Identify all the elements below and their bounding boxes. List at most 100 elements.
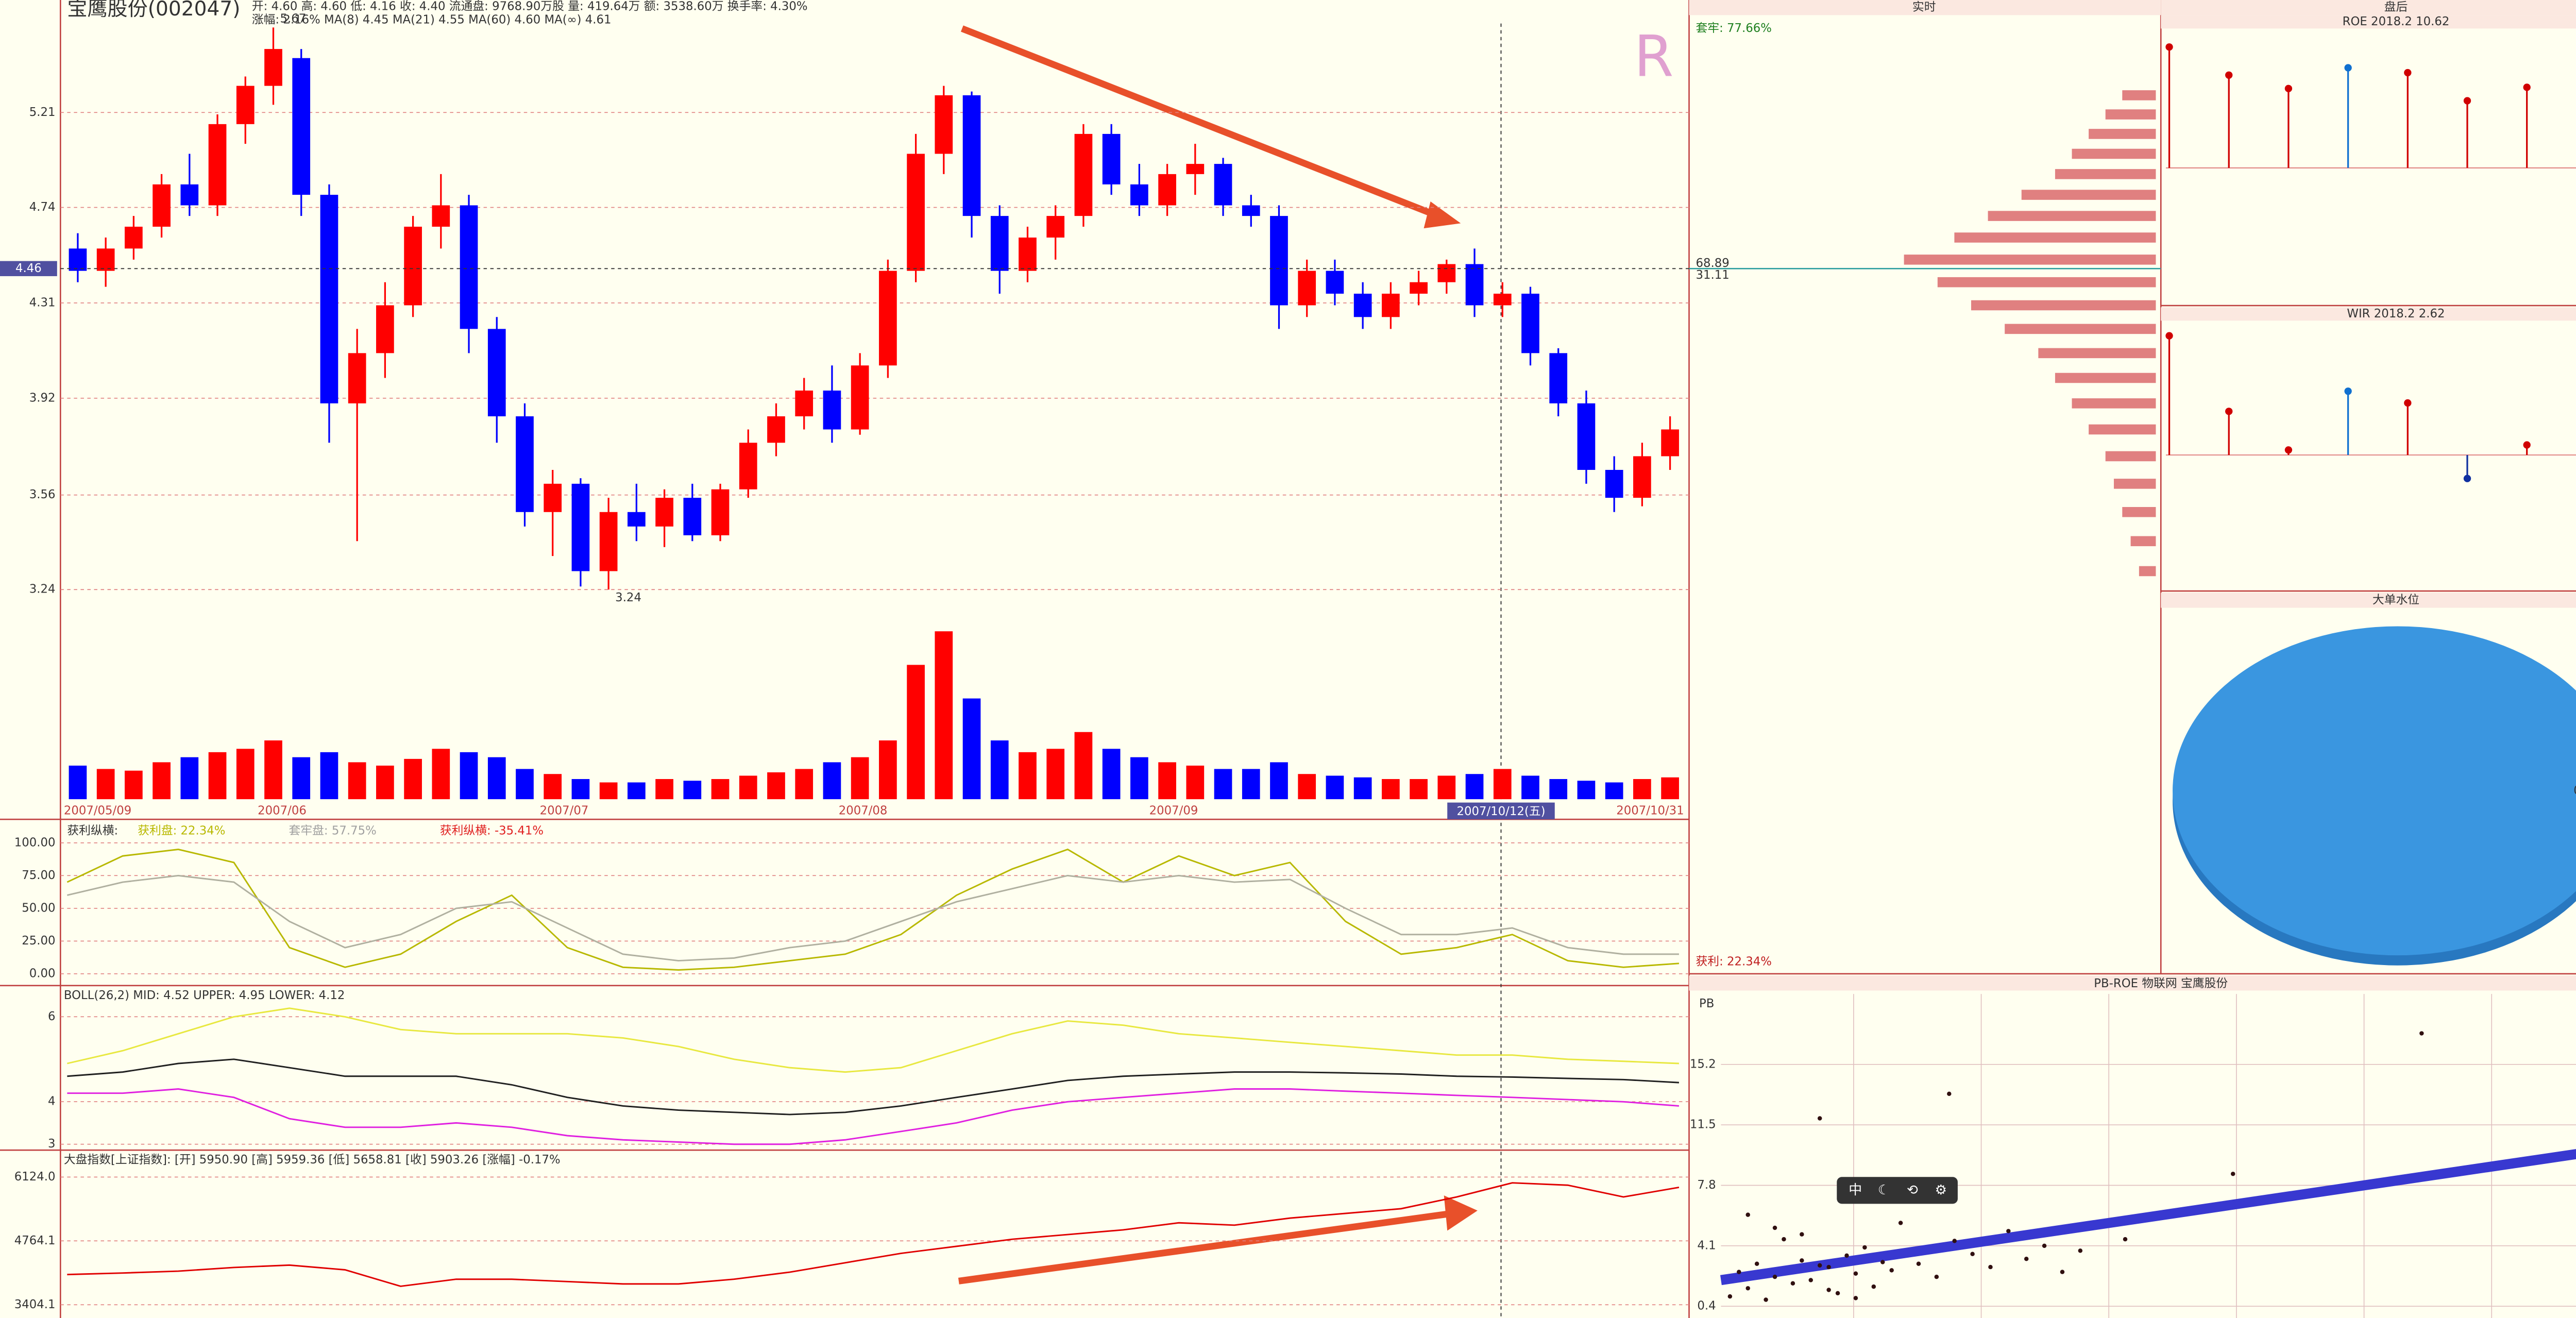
dot — [2225, 408, 2233, 415]
candle-body — [628, 512, 646, 527]
volume-bar — [348, 762, 366, 800]
scatter-point — [1782, 1237, 1786, 1242]
scatter-point — [1745, 1286, 1750, 1291]
dot — [2225, 71, 2233, 79]
chip-bar — [1937, 277, 2156, 288]
toolbar-button[interactable]: ⚙ — [1935, 1182, 1947, 1198]
dot — [2284, 446, 2293, 454]
chip-mark: 68.89 — [1696, 257, 1730, 270]
panel-title: BOLL(26,2) MID: 4.52 UPPER: 4.95 LOWER: … — [64, 989, 345, 1002]
volume-bar — [1353, 777, 1372, 800]
y-tick-label: 5.21 — [29, 106, 56, 119]
series-line — [67, 1007, 1679, 1073]
tab-label[interactable]: 实时 — [1912, 1, 1936, 14]
dot — [2344, 387, 2352, 395]
x-tick-label: 2007/05/09 — [64, 804, 131, 817]
candle-body — [935, 95, 953, 154]
scatter-point — [1754, 1261, 1759, 1266]
y-tick-label: 6 — [48, 1010, 56, 1023]
y-tick-label: 25.00 — [22, 934, 55, 948]
axis-label: PB — [1699, 997, 1714, 1010]
candle-body — [739, 443, 757, 489]
candle-body — [125, 226, 143, 249]
volume-bar — [1158, 762, 1176, 800]
x-tick-label: 2007/06 — [258, 804, 307, 817]
candle-body — [655, 498, 673, 527]
volume-bar — [1521, 775, 1539, 800]
chips-top: 套牢: 77.66% — [1696, 22, 1772, 35]
low-label: 3.24 — [615, 591, 641, 604]
chip-bar — [2055, 169, 2156, 179]
chip-bar — [2122, 90, 2156, 100]
candle-body — [1158, 174, 1176, 206]
scatter-point — [2230, 1172, 2235, 1176]
y-tick-label: 4764.1 — [14, 1234, 56, 1247]
scatter-point — [1790, 1281, 1795, 1286]
candle-body — [907, 154, 925, 271]
candle-body — [879, 271, 897, 366]
scatter-point — [1880, 1260, 1885, 1264]
arrow-head — [1423, 201, 1461, 229]
toolbar[interactable] — [1837, 1177, 1958, 1204]
scatter-point — [2078, 1248, 2083, 1253]
toolbar-button[interactable]: 中 — [1849, 1182, 1862, 1198]
candle-body — [1214, 164, 1232, 206]
dot — [2284, 85, 2293, 92]
volume-bar — [628, 782, 646, 800]
candle-body — [236, 86, 255, 124]
candle-body — [348, 353, 366, 403]
volume-bar — [1437, 775, 1456, 800]
candle-body — [1074, 133, 1093, 216]
chip-bar — [1971, 300, 2156, 311]
chip-bar — [2105, 451, 2156, 462]
legend: 获利盘: 22.34% — [138, 824, 225, 838]
scatter-point — [1737, 1270, 1741, 1274]
candle-body — [823, 391, 841, 430]
volume-bar — [935, 631, 953, 800]
y-tick-label: 0.00 — [29, 967, 56, 980]
chip-bar — [2113, 479, 2156, 489]
panel-title: 获利纵横: — [67, 824, 118, 838]
volume-bar — [1046, 749, 1065, 800]
toolbar-button[interactable]: ☾ — [1878, 1182, 1890, 1198]
candle-body — [962, 95, 981, 216]
volume-bar — [851, 757, 869, 800]
tab-label[interactable]: 盘后 — [2384, 1, 2408, 14]
trend-line — [1720, 1149, 2576, 1286]
volume-bar — [208, 752, 227, 800]
chip-bar — [2021, 190, 2156, 200]
volume-bar — [1130, 757, 1148, 800]
candle-body — [1549, 353, 1568, 403]
candle-body — [1298, 271, 1316, 306]
candle-body — [1605, 469, 1623, 498]
volume-bar — [1549, 779, 1568, 800]
volume-bar — [125, 770, 143, 800]
arrow — [960, 25, 1446, 222]
candle-body — [1046, 216, 1065, 238]
toolbar-button[interactable]: ⟲ — [1907, 1182, 1918, 1198]
scatter-point — [1772, 1225, 1777, 1230]
tab[interactable] — [1689, 0, 2161, 15]
legend: 获利纵横: -35.41% — [440, 824, 544, 838]
candle-body — [320, 195, 338, 403]
volume-bar — [795, 769, 814, 800]
volume-bar — [264, 740, 282, 800]
volume-bar — [962, 698, 981, 800]
y-tick-label: 4.31 — [29, 296, 56, 309]
volume-bar — [1661, 777, 1679, 800]
candle-body — [404, 226, 422, 306]
volume-bar — [599, 782, 618, 800]
y-tick-label: 11.5 — [1690, 1118, 1716, 1131]
volume-bar — [1298, 774, 1316, 800]
chip-bar — [2072, 398, 2156, 409]
volume-bar — [292, 757, 311, 800]
series-line — [67, 1088, 1680, 1145]
panel-header — [2161, 593, 2576, 608]
scatter-point — [1826, 1264, 1831, 1270]
y-tick-label: 6124.0 — [14, 1170, 56, 1184]
chip-bar — [2072, 148, 2156, 159]
y-tick-label: 3.56 — [29, 488, 56, 501]
tab[interactable] — [2161, 0, 2576, 15]
